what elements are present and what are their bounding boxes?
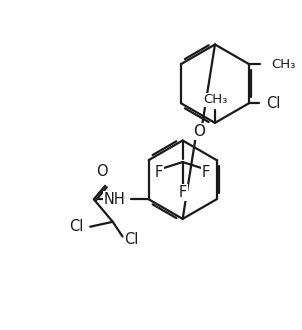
Text: CH₃: CH₃ xyxy=(203,93,227,106)
Text: F: F xyxy=(155,165,163,180)
Text: F: F xyxy=(202,165,210,180)
Text: Cl: Cl xyxy=(69,219,83,234)
Text: Cl: Cl xyxy=(267,96,281,111)
Text: NH: NH xyxy=(104,192,125,207)
Text: F: F xyxy=(178,185,187,200)
Text: O: O xyxy=(193,124,205,139)
Text: CH₃: CH₃ xyxy=(271,57,296,71)
Text: O: O xyxy=(96,164,108,179)
Text: Cl: Cl xyxy=(124,232,139,247)
